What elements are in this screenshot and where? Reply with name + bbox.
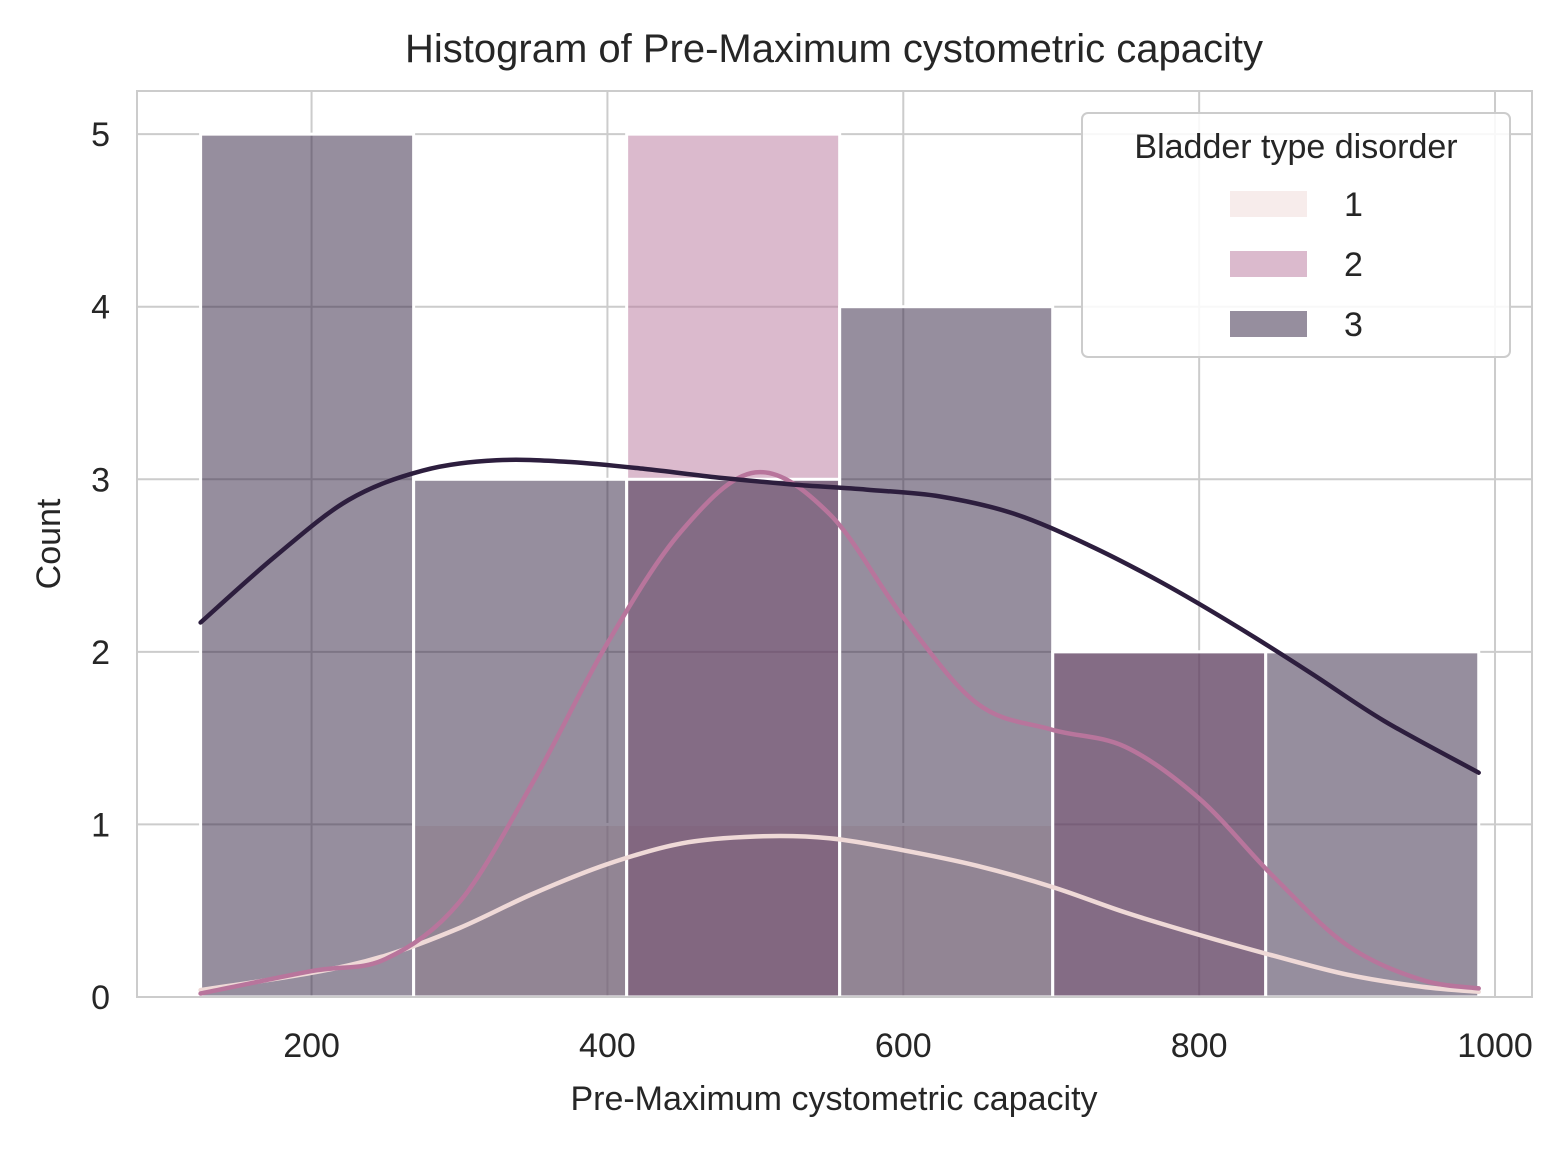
kde-line-series-2 [198, 469, 1481, 996]
bar-series-3-bin-4 [1051, 650, 1268, 999]
chart-title: Histogram of Pre-Maximum cystometric cap… [405, 27, 1263, 71]
y-tick-label: 4 [91, 289, 110, 327]
legend-label-3: 3 [1344, 306, 1363, 344]
x-tick-label: 600 [875, 1027, 932, 1065]
legend-swatch-3 [1228, 309, 1309, 339]
legend-swatch-1 [1228, 189, 1309, 219]
plot-frame [136, 90, 1533, 998]
y-ticks: 0 1 2 3 4 5 [91, 116, 110, 1017]
legend-title: Bladder type disorder [1134, 128, 1457, 166]
x-axis-label: Pre-Maximum cystometric capacity [570, 1080, 1097, 1118]
bar-series-3-bin-0 [199, 132, 416, 999]
bar-series-3-bin-3 [838, 305, 1055, 999]
kde-curves [198, 457, 1481, 996]
legend-swatch-2 [1228, 249, 1309, 279]
legend-label-1: 1 [1344, 186, 1363, 224]
bar-series-3-bin-5 [1264, 650, 1481, 999]
x-tick-label: 200 [283, 1027, 340, 1065]
x-tick-label: 1000 [1457, 1027, 1533, 1065]
x-ticks: 200 400 600 800 1000 [283, 1027, 1533, 1065]
legend-entries: 1 2 3 [1228, 186, 1363, 344]
legend-frame [1081, 112, 1511, 358]
legend: Bladder type disorder 1 2 3 [1081, 112, 1511, 358]
y-tick-label: 2 [91, 634, 110, 672]
y-tick-label: 1 [91, 806, 110, 844]
y-tick-label: 0 [91, 979, 110, 1017]
y-axis-label: Count [30, 498, 68, 589]
kde-line-series-1 [198, 833, 1481, 995]
x-tick-label: 400 [579, 1027, 636, 1065]
x-tick-label: 800 [1171, 1027, 1228, 1065]
kde-line-series-3 [198, 457, 1481, 775]
y-tick-label: 5 [91, 116, 110, 154]
y-tick-label: 3 [91, 461, 110, 499]
legend-label-2: 2 [1344, 246, 1363, 284]
